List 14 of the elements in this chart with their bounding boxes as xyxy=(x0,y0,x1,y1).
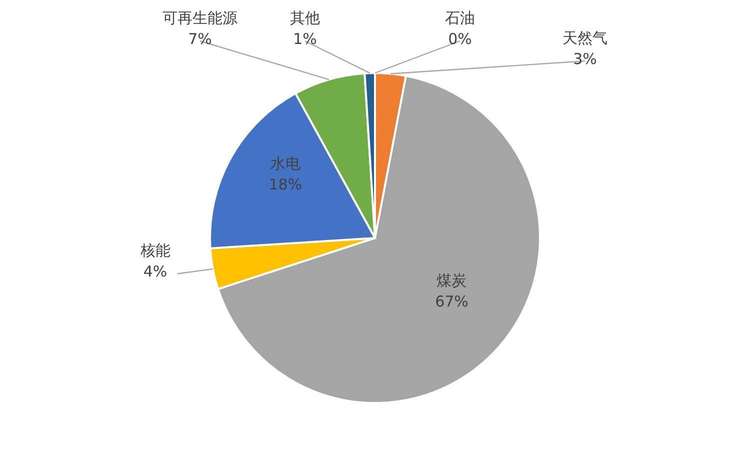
data-label: 67% xyxy=(435,292,468,311)
data-label: 3% xyxy=(573,50,597,68)
slice-label: 可再生能源 xyxy=(162,9,238,27)
slice-label: 煤炭 xyxy=(436,272,467,290)
data-label: 4% xyxy=(143,262,168,281)
text: 0% xyxy=(448,30,472,48)
slice-label: 核能 xyxy=(139,242,170,260)
data-label: 7% xyxy=(188,30,212,48)
category-label: 石油 xyxy=(445,9,475,27)
data-label: 18% xyxy=(268,176,302,194)
data-label: 1% xyxy=(293,30,317,48)
slice-label: 水电 xyxy=(270,154,300,173)
slice-label: 天然气 xyxy=(562,29,608,47)
slice-label: 其他 xyxy=(290,9,320,27)
